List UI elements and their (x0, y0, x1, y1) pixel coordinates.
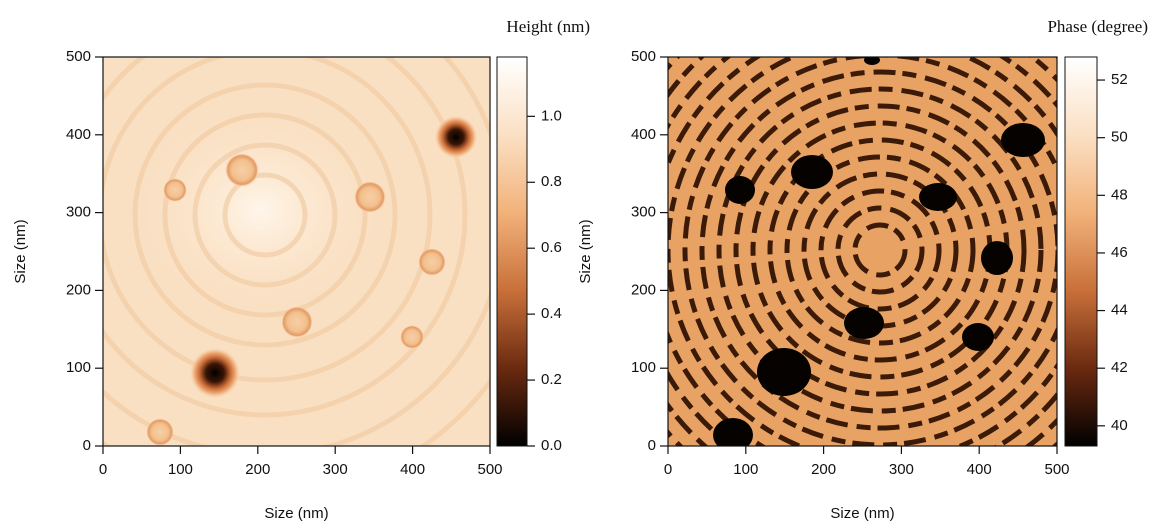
y-tick-label: 500 (631, 48, 656, 65)
colorbar-tick-label: 52 (1111, 71, 1128, 88)
colorbar-tick-label: 0.6 (541, 239, 562, 256)
colorbar-tick-label: 0.2 (541, 371, 562, 388)
x-tick-label: 400 (967, 461, 992, 478)
colorbar-tick-label: 46 (1111, 244, 1128, 261)
colorbar (1064, 56, 1098, 447)
colorbar-tick-label: 0.4 (541, 305, 562, 322)
y-axis-label: Size (nm) (12, 219, 29, 283)
y-axis-label: Size (nm) (577, 219, 594, 283)
x-tick-label: 100 (733, 461, 758, 478)
x-tick-label: 400 (400, 461, 425, 478)
x-tick-label: 0 (99, 461, 107, 478)
colorbar-tick-label: 0.8 (541, 173, 562, 190)
x-tick-label: 0 (664, 461, 672, 478)
y-tick-label: 400 (631, 126, 656, 143)
colorbar-tick-label: 40 (1111, 417, 1128, 434)
y-tick-label: 200 (66, 281, 91, 298)
colorbar-tick-label: 50 (1111, 129, 1128, 146)
height-image (103, 57, 490, 446)
colorbar-tick-label: 48 (1111, 186, 1128, 203)
plot-frame (667, 56, 1058, 447)
y-tick-label: 100 (66, 359, 91, 376)
y-tick-label: 200 (631, 281, 656, 298)
colorbar-tick-label: 42 (1111, 359, 1128, 376)
colorbar-label: Height (nm) (506, 17, 590, 36)
colorbar-label: Phase (degree) (1047, 17, 1148, 36)
x-tick-label: 300 (889, 461, 914, 478)
y-tick-label: 100 (631, 359, 656, 376)
y-tick-label: 300 (631, 204, 656, 221)
plot-frame (102, 56, 491, 447)
x-tick-label: 200 (811, 461, 836, 478)
phase-image (668, 57, 1057, 446)
x-axis-label: Size (nm) (830, 505, 894, 522)
colorbar-tick-label: 44 (1111, 302, 1128, 319)
y-tick-label: 0 (648, 437, 656, 454)
colorbar-tick-label: 0.0 (541, 437, 562, 454)
x-tick-label: 500 (1044, 461, 1069, 478)
x-tick-label: 200 (245, 461, 270, 478)
y-tick-label: 500 (66, 48, 91, 65)
y-tick-label: 0 (83, 437, 91, 454)
x-tick-label: 500 (477, 461, 502, 478)
y-tick-label: 400 (66, 126, 91, 143)
x-tick-label: 100 (168, 461, 193, 478)
y-tick-label: 300 (66, 204, 91, 221)
colorbar (496, 56, 528, 447)
colorbar-tick-label: 1.0 (541, 107, 562, 124)
x-tick-label: 300 (323, 461, 348, 478)
x-axis-label: Size (nm) (264, 505, 328, 522)
